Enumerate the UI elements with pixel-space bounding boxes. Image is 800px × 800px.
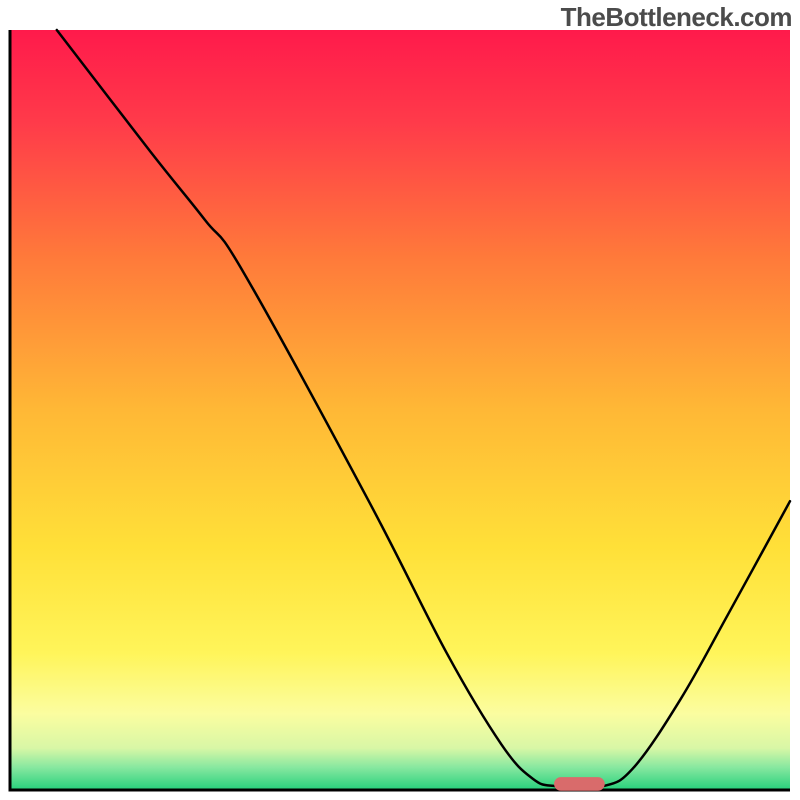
watermark-text: TheBottleneck.com (561, 2, 792, 33)
plot-background (10, 30, 790, 790)
optimum-marker (554, 777, 605, 791)
figure-container: TheBottleneck.com (0, 0, 800, 800)
plot-group (10, 30, 790, 791)
bottleneck-chart (0, 0, 800, 800)
